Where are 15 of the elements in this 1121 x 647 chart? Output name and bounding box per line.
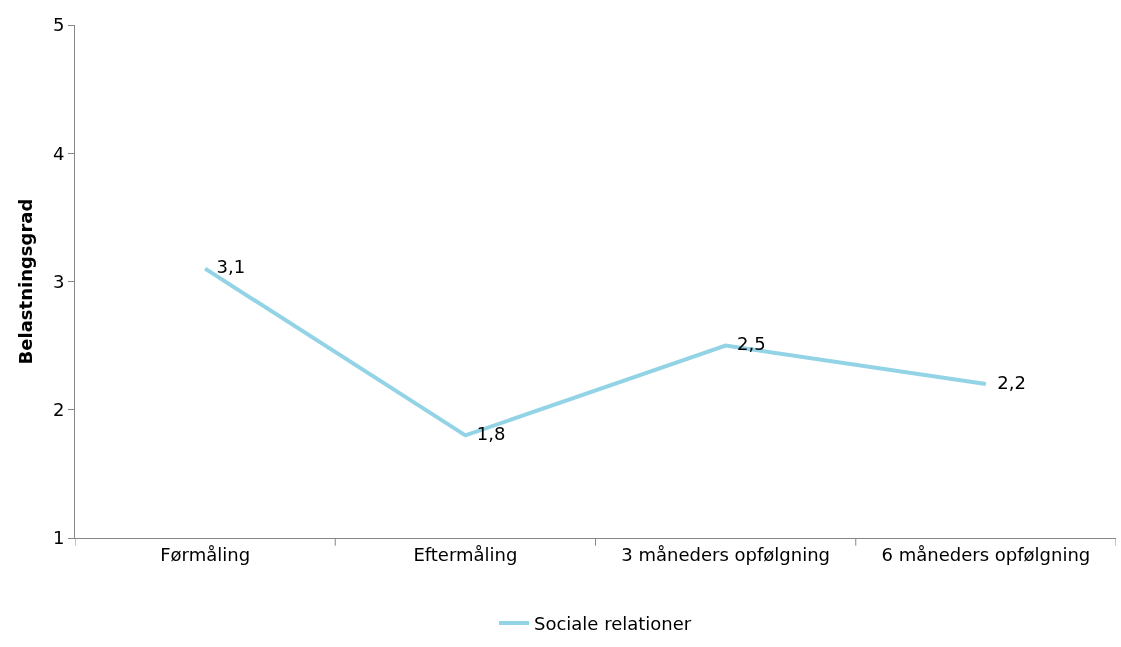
data-label: 2,5 xyxy=(725,333,766,355)
y-axis-title: Belastningsgrad xyxy=(15,198,37,365)
data-label: 1,8 xyxy=(465,422,506,444)
data-label: 2,2 xyxy=(985,371,1026,393)
legend-label: Sociale relationer xyxy=(534,612,692,634)
y-tick-label: 3 xyxy=(52,270,65,292)
x-tick-label: 6 måneders opfølgning xyxy=(881,543,1091,565)
y-tick-label: 5 xyxy=(52,14,65,36)
y-tick-label: 4 xyxy=(52,142,65,164)
y-tick-label: 2 xyxy=(52,399,65,421)
y-tick-label: 1 xyxy=(52,527,65,549)
x-tick-label: Førmåling xyxy=(160,543,251,565)
x-tick-label: Eftermåling xyxy=(413,543,518,565)
x-tick-label: 3 måneders opfølgning xyxy=(621,543,830,565)
data-label: 3,1 xyxy=(205,256,246,278)
